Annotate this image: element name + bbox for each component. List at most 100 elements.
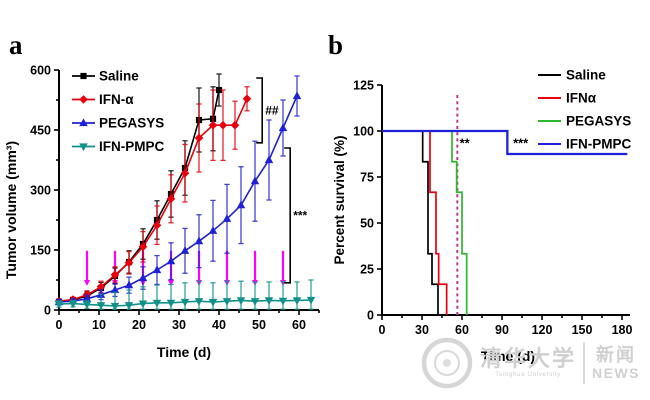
y-tick-label: 0 [367, 309, 374, 323]
y-axis-title: Tumor volume (mm³) [3, 141, 19, 279]
ticks [377, 84, 623, 320]
triangle-down-marker [68, 300, 78, 309]
triangle-down-marker [82, 301, 92, 310]
diamond-marker [194, 133, 204, 143]
watermark-news-latin: NEWS [592, 365, 641, 381]
triangle-up-marker [124, 280, 134, 289]
triangle-down-marker [236, 297, 246, 306]
x-tick-label: 60 [455, 323, 469, 337]
axes [381, 85, 630, 316]
triangle-down-marker [208, 298, 218, 307]
triangle-down-marker [292, 297, 302, 306]
diamond-marker [138, 242, 148, 252]
diamond-marker [166, 194, 176, 204]
y-tick-label: 25 [360, 263, 374, 277]
legend-marker [79, 95, 88, 104]
diamond-marker [208, 120, 218, 130]
x-tick-label: 120 [532, 323, 553, 337]
university-seal-icon [421, 337, 473, 389]
y-tick-label: 125 [353, 79, 374, 93]
y-tick-label: 300 [30, 184, 51, 198]
significance-bracket [256, 77, 263, 144]
triangle-up-marker [180, 246, 190, 254]
triangle-down-marker [152, 299, 162, 308]
series-pegasys [54, 75, 302, 306]
x-tick-label: 150 [572, 323, 593, 337]
series-line [58, 95, 298, 303]
significance-label: *** [293, 208, 307, 222]
x-tick-label: 0 [56, 318, 63, 332]
legend-label: IFN-PMPC [566, 137, 631, 152]
series-ifn-pmpc [54, 279, 316, 311]
watermark-university: 清华大学 Tsinghua University [480, 345, 577, 379]
x-tick-label: 0 [379, 323, 386, 337]
legend-label: IFNα [566, 91, 597, 106]
injection-arrowhead [168, 280, 174, 286]
series-saline [55, 73, 223, 306]
y-tick-label: 600 [30, 64, 51, 78]
triangle-up-marker [166, 256, 176, 265]
diamond-marker [180, 168, 190, 178]
triangle-down-marker [124, 302, 134, 310]
triangle-down-marker [54, 300, 64, 309]
legend-label: Saline [566, 68, 606, 83]
watermark-divider [583, 342, 586, 384]
x-axis-title: Time (d) [481, 348, 535, 364]
x-tick-label: 40 [212, 318, 226, 332]
watermark-news: 新闻 NEWS [592, 346, 640, 380]
x-tick-label: 60 [292, 318, 306, 332]
legend-marker [79, 118, 88, 127]
triangle-down-marker [110, 302, 120, 311]
legend-label: PEGASYS [566, 114, 631, 129]
y-tick-label: 50 [360, 217, 374, 231]
legend-label: PEGASYS [99, 116, 164, 131]
y-tick-label: 150 [30, 244, 51, 258]
diamond-marker [242, 94, 252, 104]
legend-label: IFN-α [99, 92, 134, 107]
error-bars [56, 73, 222, 306]
watermark: 清华大学 Tsinghua University 新闻 NEWS [421, 337, 640, 389]
y-tick-label: 450 [30, 124, 51, 138]
diamond-marker [124, 258, 134, 268]
triangle-up-marker [222, 214, 232, 222]
triangle-up-marker [250, 176, 260, 185]
triangle-down-marker [264, 297, 274, 306]
x-tick-label: 180 [612, 323, 633, 337]
diamond-marker [230, 120, 240, 130]
significance-label: ## [265, 103, 279, 117]
triangle-down-marker [250, 298, 260, 306]
x-tick-label: 90 [495, 323, 509, 337]
triangle-up-marker [138, 273, 148, 282]
significance-label: *** [513, 136, 529, 151]
triangle-down-marker [138, 300, 148, 309]
survival-curve-saline [382, 130, 439, 315]
triangle-down-marker [222, 298, 232, 306]
y-tick-label: 100 [353, 125, 374, 139]
survival-curve-pegasys [382, 130, 468, 315]
legend: Saline IFNα PEGASYS IFN-PMPC [538, 68, 631, 152]
triangle-down-marker [96, 302, 106, 310]
x-tick-label: 30 [415, 323, 429, 337]
series-ifn- [54, 86, 252, 306]
error-bars [56, 75, 300, 306]
triangle-down-marker [278, 297, 288, 306]
legend-marker [79, 143, 88, 152]
diamond-marker [110, 270, 120, 280]
legend-label: IFN-PMPC [99, 139, 164, 154]
watermark-news-cjk: 新闻 [596, 345, 637, 365]
diamond-marker [218, 120, 228, 130]
x-axis-title: Time (d) [157, 344, 211, 360]
axes [58, 70, 319, 311]
y-tick-label: 0 [44, 304, 51, 318]
y-axis-title: Percent survival (%) [332, 135, 347, 264]
x-tick-label: 30 [172, 318, 186, 332]
triangle-up-marker [208, 226, 218, 234]
triangle-up-marker [292, 91, 302, 100]
watermark-university-cjk: 清华大学 [480, 345, 577, 371]
triangle-down-marker [306, 296, 316, 305]
legend-marker [80, 72, 87, 80]
legend-label: Saline [99, 69, 139, 84]
x-tick-label: 50 [252, 318, 266, 332]
